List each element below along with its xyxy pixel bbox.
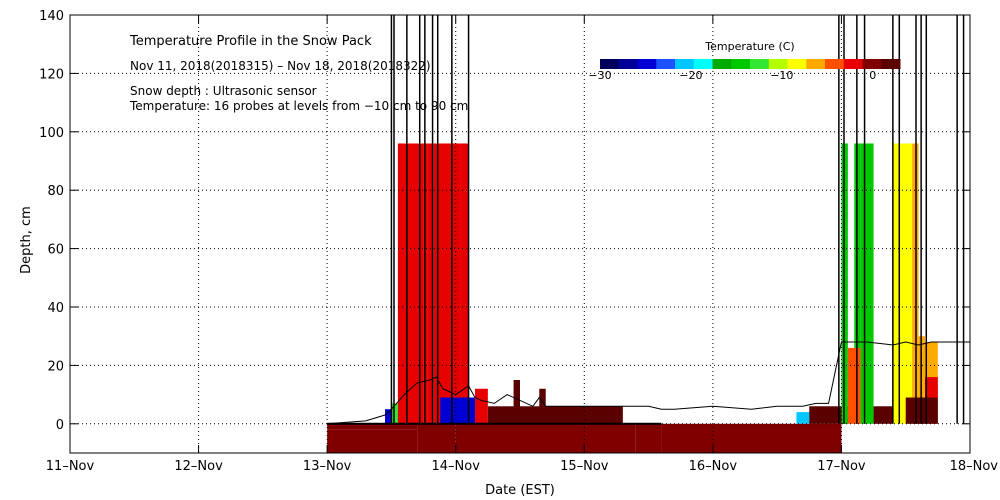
heat-cell — [440, 397, 475, 424]
note-snow-depth: Snow depth : Ultrasonic sensor — [130, 84, 317, 98]
colorbar-tick-label: −10 — [770, 69, 793, 82]
heat-cell — [455, 423, 636, 453]
colorbar-tick-label: 0 — [869, 69, 876, 82]
heat-cell — [892, 143, 913, 424]
colorbar-title: Temperature (C) — [704, 40, 794, 53]
heat-cell — [475, 388, 488, 424]
x-tick-label: 11–Nov — [46, 459, 95, 474]
heat-cell — [925, 377, 938, 398]
colorbar: Temperature (C) −30 −20 −10 0 — [588, 40, 901, 82]
heat-cell — [427, 143, 434, 424]
heat-cell — [327, 429, 418, 453]
colorbar-cell — [787, 59, 807, 69]
note-temperature: Temperature: 16 probes at levels from −1… — [129, 99, 468, 113]
colorbar-cell — [768, 59, 788, 69]
x-tick-label: 17–Nov — [817, 459, 866, 474]
colorbar-cell — [637, 59, 657, 69]
colorbar-cell — [618, 59, 638, 69]
x-tick-label: 14–Nov — [432, 459, 481, 474]
colorbar-cell — [806, 59, 826, 69]
colorbar-cell — [600, 59, 620, 69]
colorbar-cell — [843, 59, 863, 69]
heat-cell — [417, 423, 456, 453]
x-tick-label: 12–Nov — [174, 459, 223, 474]
colorbar-cell — [675, 59, 695, 69]
axes: 0 20 40 60 80 100 120 140 11–Nov 12–Nov 13–Nov 14–N… — [39, 9, 998, 474]
x-tick-label: 13–Nov — [303, 459, 352, 474]
y-tick-label: 20 — [47, 359, 64, 374]
x-tick-label: 18–Nov — [950, 459, 999, 474]
snow-depth-line — [327, 341, 970, 425]
colorbar-cell — [825, 59, 845, 69]
colorbar-cell — [750, 59, 770, 69]
colorbar-cells — [600, 59, 901, 69]
heat-cell — [661, 423, 842, 453]
y-axis-title: Depth, cm — [19, 206, 34, 274]
plot-frame — [69, 14, 971, 454]
colorbar-cell — [656, 59, 676, 69]
colorbar-cell — [731, 59, 751, 69]
colorbar-tick-label: −30 — [588, 69, 611, 82]
colorbar-cell — [712, 59, 732, 69]
heat-cell — [327, 423, 418, 430]
x-tick-label: 15–Nov — [560, 459, 609, 474]
heat-cell — [385, 409, 392, 424]
heat-cell — [635, 423, 662, 453]
heat-cell — [513, 380, 520, 424]
y-tick-label: 120 — [39, 67, 64, 82]
chart-title: Temperature Profile in the Snow Pack — [129, 34, 372, 49]
y-tick-label: 140 — [39, 9, 64, 24]
heat-cell — [873, 406, 893, 424]
x-tick-label: 16–Nov — [689, 459, 738, 474]
snow-depth-traces — [327, 15, 970, 425]
y-tick-label: 0 — [56, 418, 64, 433]
colorbar-tick-label: −20 — [679, 69, 702, 82]
colorbar-ticks: −30 −20 −10 0 — [588, 69, 876, 82]
chart-subtitle: Nov 11, 2018(2018315) – Nov 18, 2018(201… — [130, 59, 431, 73]
heat-cell — [796, 412, 810, 424]
heat-cell — [539, 388, 546, 424]
colorbar-cell — [693, 59, 713, 69]
colorbar-cell — [862, 59, 882, 69]
heat-cell — [487, 406, 623, 424]
heat-cell — [860, 143, 874, 424]
y-tick-label: 40 — [47, 301, 64, 316]
y-tick-label: 80 — [47, 184, 64, 199]
heat-cell — [847, 347, 861, 424]
x-axis-title: Date (EST) — [485, 483, 555, 498]
y-tick-label: 100 — [39, 126, 64, 141]
colorbar-cell — [881, 59, 901, 69]
y-tick-label: 60 — [47, 243, 64, 258]
